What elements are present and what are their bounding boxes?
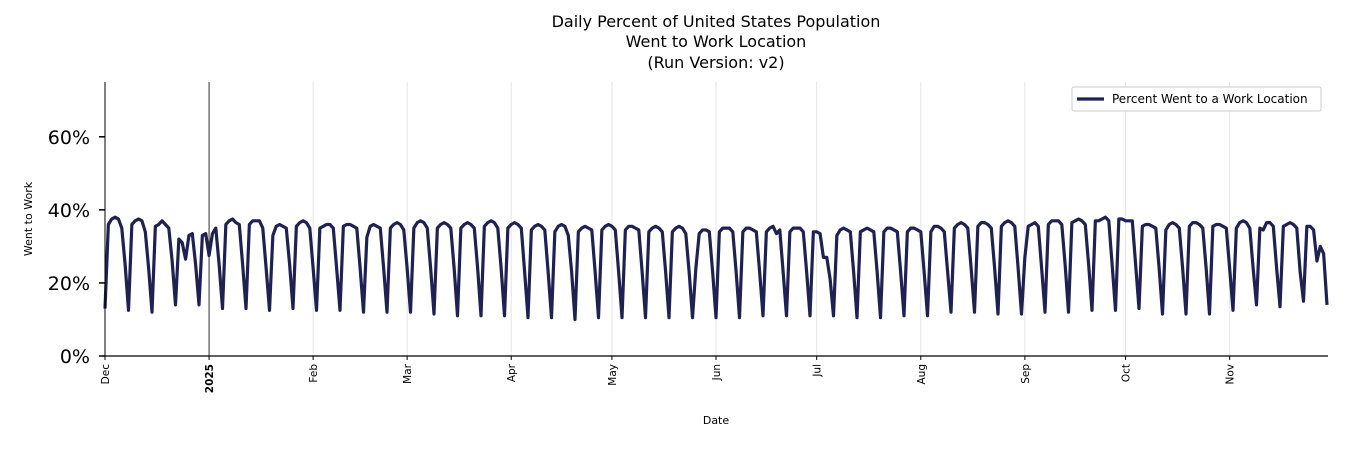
x-tick-label: Dec — [100, 364, 112, 385]
y-tick-label: 40% — [48, 200, 90, 222]
chart-title-line-3: (Run Version: v2) — [647, 53, 785, 72]
chart-title-line-1: Daily Percent of United States Populatio… — [551, 12, 881, 31]
x-axis-ticks: Dec 2025 Feb Mar Apr May Jun Jul Aug Sep Oct Nov — [100, 356, 1237, 393]
y-axis-label: Went to Work — [22, 181, 35, 256]
x-tick-label: Feb — [308, 364, 320, 383]
x-tick-label: Apr — [506, 363, 518, 382]
y-axis-ticks: 0% 20% 40% 60% — [48, 127, 105, 368]
x-tick-label: Aug — [916, 364, 928, 385]
x-axis-label: Date — [703, 414, 730, 427]
series-line — [103, 215, 1329, 322]
y-tick-label: 0% — [60, 346, 90, 368]
x-tick-label: Jul — [812, 364, 824, 378]
y-tick-label: 60% — [48, 127, 90, 149]
x-tick-label: Mar — [402, 363, 414, 383]
x-tick-label: 2025 — [204, 364, 216, 393]
legend-box — [1071, 86, 1322, 112]
x-tick-label: Sep — [1020, 364, 1032, 384]
x-tick-label: Jun — [711, 364, 723, 381]
legend: Percent Went to a Work Location — [1071, 86, 1322, 112]
x-tick-label: Nov — [1225, 364, 1237, 385]
x-tick-label: May — [607, 364, 619, 386]
legend-label: Percent Went to a Work Location — [1112, 92, 1308, 106]
x-tick-label: Oct — [1121, 364, 1133, 382]
y-tick-label: 20% — [48, 273, 90, 295]
chart-title-line-2: Went to Work Location — [625, 32, 807, 51]
